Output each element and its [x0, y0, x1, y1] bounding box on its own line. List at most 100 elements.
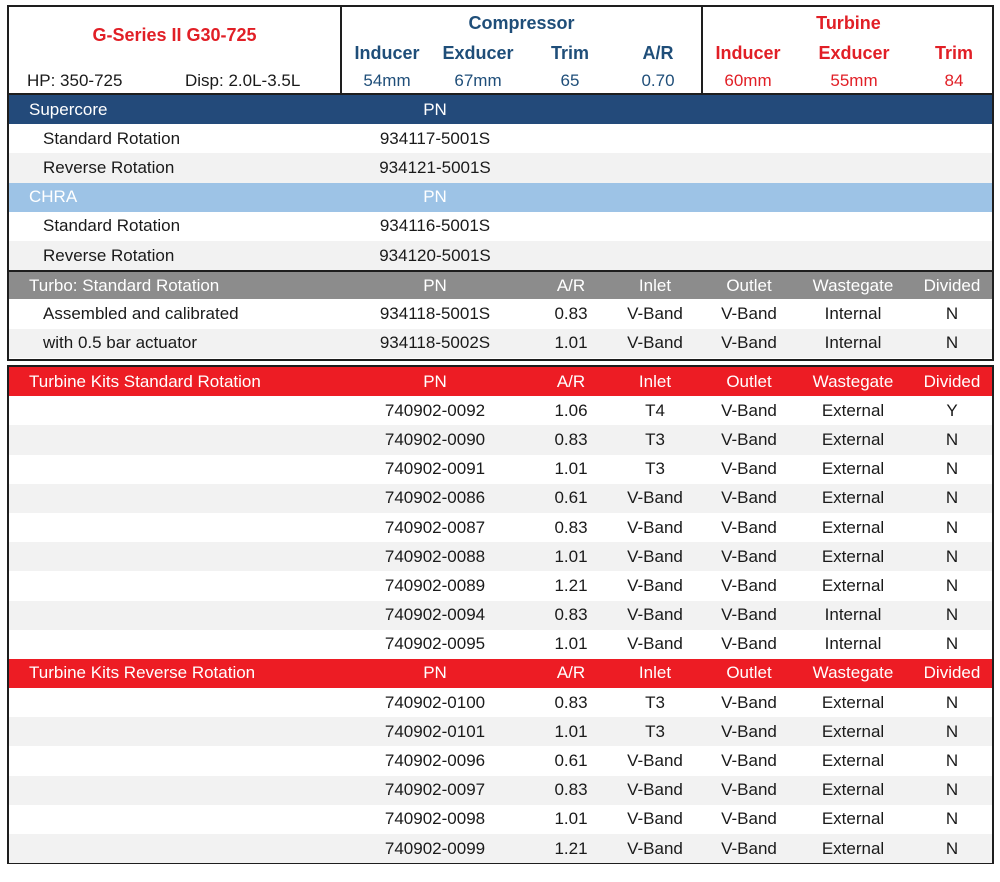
col-outlet-header: Outlet: [726, 663, 772, 683]
part-number: 740902-0096: [384, 751, 486, 771]
compressor-exducer-value: 67mm: [454, 71, 502, 90]
turbine-exducer-value: 55mm: [830, 71, 878, 90]
ar-value: 0.61: [554, 488, 588, 508]
inlet-value: V-Band: [627, 303, 683, 323]
compressor-ar-value: 0.70: [641, 71, 675, 90]
inlet-value: V-Band: [627, 809, 683, 829]
ar-value: 1.01: [554, 333, 588, 353]
col-ar-header: A/R: [556, 663, 586, 683]
compressor-trim-value: 65: [560, 71, 580, 90]
table-row: Assembled and calibrated 934118-5001S 0.…: [9, 299, 992, 328]
table-row: 740902-0091 1.01 T3 V-Band External N: [9, 455, 992, 484]
part-number: 740902-0094: [384, 605, 486, 625]
wastegate-value: Internal: [824, 333, 882, 353]
wastegate-value: External: [821, 400, 885, 420]
table-row: 740902-0094 0.83 V-Band V-Band Internal N: [9, 600, 992, 630]
col-wastegate-header: Wastegate: [812, 371, 894, 391]
part-number: 740902-0101: [384, 721, 486, 741]
table-row: 740902-0096 0.61 V-Band V-Band External N: [9, 746, 992, 775]
table-row: 740902-0101 1.01 T3 V-Band External N: [9, 717, 992, 747]
part-number: 740902-0098: [384, 809, 486, 829]
displacement-range: Disp: 2.0L-3.5L: [185, 71, 301, 90]
wastegate-value: External: [821, 692, 885, 712]
part-number: 740902-0090: [384, 429, 486, 449]
table-row: 740902-0090 0.83 T3 V-Band External N: [9, 425, 992, 455]
part-number: 934120-5001S: [379, 245, 491, 265]
outlet-value: V-Band: [721, 546, 777, 566]
compressor-inducer-value: 54mm: [363, 71, 411, 90]
spec-header: G-Series II G30-725 HP: 350-725 Disp: 2.…: [9, 7, 992, 95]
part-number: 934118-5002S: [379, 333, 491, 353]
part-number: 740902-0092: [384, 400, 486, 420]
outlet-value: V-Band: [721, 838, 777, 858]
ar-value: 0.83: [554, 780, 588, 800]
model-title: G-Series II G30-725: [92, 25, 257, 45]
col-inlet-header: Inlet: [638, 371, 672, 391]
wastegate-value: External: [821, 809, 885, 829]
spec-table-top: G-Series II G30-725 HP: 350-725 Disp: 2.…: [7, 5, 994, 361]
inlet-value: V-Band: [627, 838, 683, 858]
part-number: 740902-0100: [384, 692, 486, 712]
divided-value: N: [945, 809, 959, 829]
part-number: 740902-0097: [384, 780, 486, 800]
outlet-value: V-Band: [721, 634, 777, 654]
divider: [701, 7, 703, 93]
ar-value: 1.01: [554, 634, 588, 654]
row-label: with 0.5 bar actuator: [43, 333, 198, 353]
col-wastegate-header: Wastegate: [812, 275, 894, 295]
section-header-kits-reverse: Turbine Kits Reverse Rotation PN A/R Inl…: [9, 658, 992, 689]
divided-value: N: [945, 429, 959, 449]
part-number: 740902-0091: [384, 459, 486, 479]
wastegate-value: External: [821, 429, 885, 449]
section-header-turbo-standard: Turbo: Standard Rotation PN A/R Inlet Ou…: [9, 270, 992, 300]
col-pn-header: PN: [423, 371, 447, 391]
divided-value: N: [945, 303, 959, 323]
turbine-inducer-label: Inducer: [715, 43, 781, 63]
row-label: Reverse Rotation: [43, 157, 175, 177]
inlet-value: T4: [645, 400, 665, 420]
kits-reverse-group: Turbine Kits Reverse Rotation PN A/R Inl…: [9, 658, 992, 864]
ar-value: 0.83: [554, 303, 588, 323]
table-row: Standard Rotation 934116-5001S: [9, 212, 992, 241]
table-row: 740902-0089 1.21 V-Band V-Band External N: [9, 571, 992, 600]
ar-value: 1.01: [554, 721, 588, 741]
ar-value: 1.21: [554, 838, 588, 858]
turbine-trim-label: Trim: [934, 43, 973, 63]
compressor-inducer-label: Inducer: [354, 43, 420, 63]
row-label: Assembled and calibrated: [43, 303, 239, 323]
wastegate-value: External: [821, 488, 885, 508]
col-outlet-header: Outlet: [726, 275, 772, 295]
outlet-value: V-Band: [721, 721, 777, 741]
col-pn-header: PN: [423, 275, 447, 295]
section-title: Turbine Kits Standard Rotation: [29, 371, 261, 391]
part-number: 740902-0088: [384, 546, 486, 566]
ar-value: 0.83: [554, 517, 588, 537]
part-number: 740902-0095: [384, 634, 486, 654]
col-ar-header: A/R: [556, 275, 586, 295]
row-label: Standard Rotation: [43, 128, 181, 148]
ar-value: 1.21: [554, 575, 588, 595]
inlet-value: V-Band: [627, 751, 683, 771]
inlet-value: V-Band: [627, 634, 683, 654]
col-divided-header: Divided: [923, 663, 981, 683]
section-title: Turbo: Standard Rotation: [29, 275, 220, 295]
wastegate-value: External: [821, 721, 885, 741]
wastegate-value: External: [821, 517, 885, 537]
wastegate-value: External: [821, 780, 885, 800]
table-row: 740902-0086 0.61 V-Band V-Band External N: [9, 483, 992, 513]
compressor-exducer-label: Exducer: [442, 43, 514, 63]
wastegate-value: External: [821, 546, 885, 566]
inlet-value: T3: [645, 459, 665, 479]
outlet-value: V-Band: [721, 429, 777, 449]
col-wastegate-header: Wastegate: [812, 663, 894, 683]
turbine-trim-value: 84: [944, 71, 964, 90]
wastegate-value: External: [821, 838, 885, 858]
divided-value: N: [945, 333, 959, 353]
col-pn-header: PN: [423, 663, 447, 683]
inlet-value: V-Band: [627, 780, 683, 800]
table-row: Standard Rotation 934117-5001S: [9, 124, 992, 153]
section-title: CHRA: [29, 187, 78, 207]
compressor-title: Compressor: [468, 13, 575, 33]
outlet-value: V-Band: [721, 692, 777, 712]
outlet-value: V-Band: [721, 303, 777, 323]
